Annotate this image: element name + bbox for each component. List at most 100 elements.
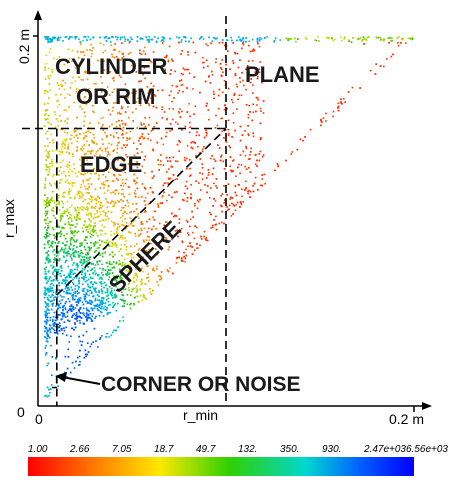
data-point: [44, 354, 47, 356]
data-point: [152, 105, 155, 108]
data-point: [100, 303, 102, 306]
data-point: [110, 293, 112, 296]
data-point: [44, 194, 46, 196]
data-point: [183, 156, 186, 159]
data-point: [167, 185, 169, 188]
data-point: [71, 181, 74, 184]
data-point: [43, 243, 46, 246]
data-point: [180, 53, 182, 55]
data-point: [101, 183, 104, 185]
data-point: [44, 89, 47, 92]
data-point: [166, 171, 168, 173]
data-point: [171, 196, 173, 199]
data-point: [49, 324, 52, 327]
data-point: [45, 54, 48, 57]
data-point: [101, 138, 104, 141]
data-point: [99, 229, 101, 232]
data-point: [203, 61, 205, 64]
data-point: [79, 245, 81, 247]
data-point: [61, 172, 63, 175]
data-point: [73, 230, 76, 232]
data-point: [161, 202, 163, 204]
data-point: [54, 183, 57, 185]
data-point: [122, 212, 124, 215]
data-point: [206, 132, 208, 135]
data-point: [121, 147, 123, 149]
data-point: [89, 256, 92, 258]
data-point: [127, 96, 129, 98]
data-point: [52, 210, 54, 212]
data-point: [91, 196, 93, 198]
data-point: [107, 297, 110, 300]
data-point: [76, 231, 78, 234]
data-point: [90, 307, 92, 309]
data-point: [137, 235, 140, 237]
data-point: [133, 154, 136, 157]
data-point: [117, 192, 120, 195]
data-point: [177, 92, 179, 94]
data-point: [188, 72, 191, 75]
data-point: [48, 324, 51, 326]
data-point: [149, 288, 151, 290]
data-point: [67, 292, 69, 295]
data-point: [81, 270, 84, 272]
data-point: [127, 264, 129, 266]
data-point: [100, 213, 102, 216]
data-point: [101, 282, 104, 285]
data-point: [58, 241, 60, 243]
data-point: [80, 317, 83, 319]
data-point: [102, 173, 105, 176]
data-point: [79, 252, 82, 255]
data-point: [87, 266, 89, 268]
data-point: [262, 75, 264, 77]
data-point: [55, 292, 58, 295]
data-point: [238, 184, 240, 186]
data-point: [229, 156, 232, 158]
data-point: [92, 217, 95, 220]
data-point: [50, 197, 53, 200]
data-point: [58, 39, 60, 41]
data-point: [58, 306, 61, 309]
data-point: [47, 258, 49, 261]
data-point: [157, 37, 159, 40]
data-point: [95, 172, 98, 175]
data-point: [66, 122, 68, 124]
data-point: [99, 206, 101, 209]
data-point: [111, 294, 113, 297]
data-point: [62, 226, 64, 229]
data-point: [187, 68, 189, 71]
data-point: [72, 252, 75, 255]
data-point: [131, 157, 134, 160]
data-point: [99, 187, 102, 189]
data-point: [46, 109, 49, 111]
data-point: [61, 145, 64, 148]
data-point: [60, 275, 62, 277]
data-point: [75, 88, 78, 90]
data-point: [202, 38, 205, 40]
data-point: [189, 159, 191, 161]
data-point: [78, 171, 80, 173]
data-point: [201, 163, 203, 165]
data-point: [75, 90, 78, 93]
data-point: [135, 208, 138, 210]
data-point: [146, 251, 149, 253]
data-point: [52, 207, 54, 210]
data-point: [121, 234, 123, 237]
data-point: [59, 265, 62, 268]
data-point: [197, 247, 199, 249]
data-point: [143, 123, 145, 125]
data-point: [138, 247, 141, 250]
data-point: [250, 147, 252, 150]
data-point: [106, 332, 108, 335]
data-point: [106, 179, 109, 182]
data-point: [94, 229, 97, 232]
data-point: [43, 125, 46, 127]
data-point: [160, 163, 162, 166]
data-point: [152, 269, 154, 271]
data-point: [49, 74, 52, 77]
data-point: [71, 289, 74, 291]
data-point: [60, 151, 62, 153]
data-point: [241, 71, 243, 74]
data-point: [68, 245, 71, 248]
